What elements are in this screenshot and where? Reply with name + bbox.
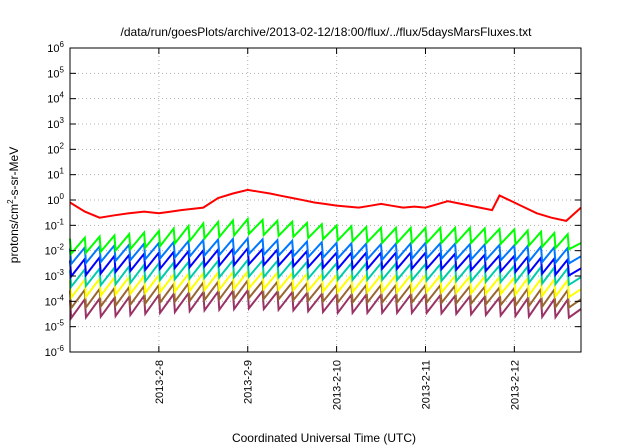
y-tick-base: 10 — [47, 144, 59, 156]
y-tick-exp: -5 — [57, 319, 65, 328]
y-tick-base: 10 — [47, 43, 59, 55]
series-layer — [69, 188, 582, 321]
y-tick-base: 10 — [47, 68, 59, 80]
y-axis: 10-610-510-410-310-210-11001011021031041… — [45, 40, 581, 359]
y-tick-label: 10-5 — [45, 319, 65, 334]
y-tick-label: 105 — [47, 65, 64, 80]
y-tick-exp: 6 — [60, 40, 65, 49]
y-tick-base: 10 — [45, 347, 57, 359]
y-tick-label: 10-1 — [45, 217, 65, 232]
y-tick-label: 103 — [47, 116, 64, 131]
y-tick-label: 101 — [47, 167, 64, 182]
y-tick-exp: 5 — [60, 65, 65, 74]
y-axis-label-main: protons/cm — [7, 204, 21, 263]
y-tick-base: 10 — [45, 220, 57, 232]
x-tick-label: 2013-2-10 — [332, 360, 344, 410]
y-tick-exp: -4 — [57, 293, 65, 302]
y-tick-base: 10 — [45, 246, 57, 258]
y-tick-exp: -1 — [57, 217, 65, 226]
x-axis: 2013-2-8 2013-2-9 2013-2-10 2013-2-11 2013-2… — [154, 48, 521, 410]
series-line — [69, 188, 582, 222]
x-axis-label: Coordinated Universal Time (UTC) — [232, 431, 416, 445]
y-axis-label-rest: -s-sr-MeV — [7, 147, 21, 200]
y-tick-base: 10 — [45, 296, 57, 308]
series-line — [69, 287, 582, 321]
y-tick-base: 10 — [47, 94, 59, 106]
y-tick-label: 106 — [47, 40, 64, 55]
y-tick-exp: 1 — [60, 167, 65, 176]
x-tick-label: 2013-2-9 — [243, 360, 255, 404]
y-tick-base: 10 — [45, 322, 57, 334]
y-tick-exp: -2 — [57, 243, 65, 252]
x-tick-label: 2013-2-11 — [420, 360, 432, 409]
y-axis-label-sup: 2 — [6, 199, 15, 204]
chart-title: /data/run/goesPlots/archive/2013-02-12/1… — [121, 25, 533, 39]
y-tick-base: 10 — [47, 170, 59, 182]
y-tick-base: 10 — [45, 271, 57, 283]
y-tick-label: 100 — [47, 192, 64, 207]
y-tick-label: 10-3 — [45, 268, 65, 283]
series-line — [69, 236, 582, 267]
y-tick-label: 102 — [47, 141, 64, 156]
y-axis-label: protons/cm2-s-sr-MeV — [6, 147, 21, 263]
y-tick-exp: -6 — [57, 344, 65, 353]
series-line — [69, 245, 582, 280]
y-tick-exp: 4 — [60, 91, 65, 100]
x-tick-label: 2013-2-8 — [154, 360, 166, 404]
y-tick-label: 104 — [47, 91, 64, 106]
chart-grid — [70, 48, 581, 352]
y-tick-exp: -3 — [57, 268, 65, 277]
y-tick-label: 10-4 — [45, 293, 65, 308]
series-line — [69, 216, 582, 257]
series-line — [69, 277, 582, 311]
y-tick-exp: 3 — [60, 116, 65, 125]
y-tick-exp: 2 — [60, 141, 65, 150]
y-tick-exp: 0 — [60, 192, 65, 201]
y-tick-label: 10-2 — [45, 243, 65, 258]
x-tick-label: 2013-2-12 — [509, 360, 521, 410]
y-tick-base: 10 — [47, 195, 59, 207]
y-tick-base: 10 — [47, 119, 59, 131]
y-tick-label: 10-6 — [45, 344, 65, 359]
